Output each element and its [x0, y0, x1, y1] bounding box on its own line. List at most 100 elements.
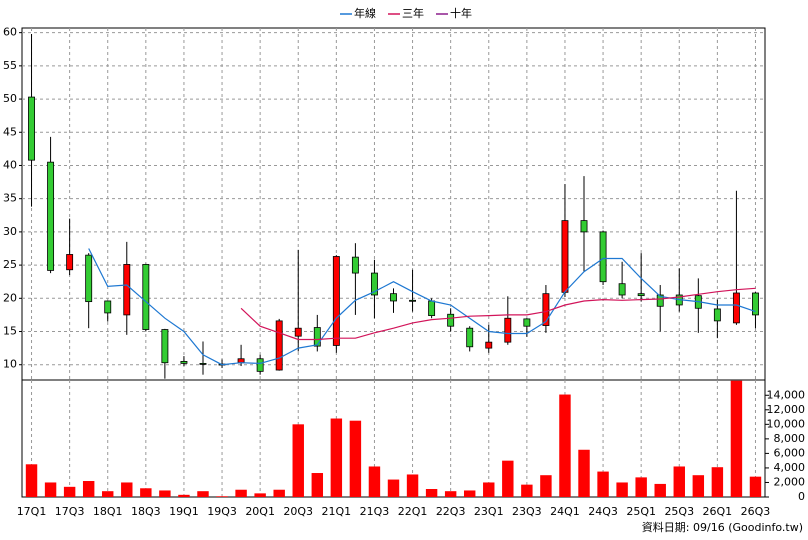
y-tick-label: 55 — [3, 59, 17, 72]
y-tick-label: 50 — [3, 92, 17, 105]
y2-tick-label: 4,000 — [774, 461, 806, 474]
candle-body — [371, 272, 378, 296]
candle-body — [66, 254, 74, 271]
volume-bar — [159, 490, 171, 497]
y2-tick-label: 0 — [798, 490, 805, 503]
volume-bar — [616, 482, 628, 497]
x-tick-label: 22Q3 — [436, 505, 466, 518]
x-tick-label: 19Q3 — [207, 505, 237, 518]
legend-label: 年線 — [354, 6, 376, 20]
x-tick-label: 26Q3 — [741, 505, 771, 518]
candle-body — [447, 313, 455, 327]
x-tick-label: 22Q1 — [398, 505, 428, 518]
volume-bar — [235, 489, 247, 497]
x-tick-label: 18Q1 — [93, 505, 123, 518]
candle-body — [256, 358, 264, 372]
legend-label: 三年 — [402, 6, 424, 20]
y-tick-label: 20 — [3, 291, 17, 304]
y2-tick-label: 6,000 — [774, 446, 806, 459]
candle-body — [28, 96, 35, 161]
volume-bar — [44, 482, 57, 497]
volume-bar — [82, 481, 95, 497]
ma-line — [240, 287, 756, 341]
x-tick-label: 18Q3 — [131, 505, 161, 518]
volume-bar — [368, 466, 381, 497]
volume-bar — [349, 420, 362, 497]
candle-body — [752, 292, 759, 316]
volume-bar — [540, 475, 552, 497]
volume-bar — [273, 489, 285, 497]
volume-bar — [711, 467, 724, 497]
candle-body — [199, 362, 207, 365]
y2-tick-label: 2,000 — [774, 475, 806, 488]
volume-bar — [178, 494, 190, 497]
volume-bar — [692, 475, 705, 497]
volume-bar — [444, 491, 457, 497]
volume-bar — [521, 484, 533, 497]
candle-body — [637, 293, 645, 297]
x-tick-label: 24Q3 — [588, 505, 618, 518]
candle-body — [580, 220, 588, 233]
candle-body — [466, 327, 474, 348]
volume-bar — [749, 476, 762, 497]
volume-bar — [292, 424, 304, 497]
volume-bar — [673, 466, 685, 497]
x-tick-label: 20Q1 — [245, 505, 275, 518]
volume-bar — [102, 491, 114, 497]
candle-body — [85, 254, 93, 303]
volume-bar — [654, 483, 666, 497]
candle-body — [561, 220, 569, 293]
candle-body — [504, 317, 512, 343]
volume-bar — [597, 471, 609, 497]
x-tick-label: 23Q3 — [512, 505, 542, 518]
candle-body — [542, 293, 550, 326]
volume-bar — [730, 380, 743, 497]
volume-bar — [387, 479, 400, 497]
x-tick-label: 24Q1 — [550, 505, 580, 518]
y-tick-label: 60 — [3, 26, 17, 39]
x-tick-label: 20Q3 — [283, 505, 313, 518]
candle-body — [47, 161, 55, 271]
candle-body — [180, 361, 188, 364]
y2-tick-label: 10,000 — [767, 417, 806, 430]
volume-bar — [425, 489, 438, 497]
candle-body — [409, 299, 416, 302]
volume-panel — [21, 379, 766, 498]
x-tick-label: 25Q3 — [664, 505, 694, 518]
candle-body — [294, 327, 302, 337]
candle-body — [313, 327, 321, 347]
candle-body — [618, 283, 626, 296]
y-tick-label: 25 — [3, 258, 17, 271]
x-tick-label: 19Q1 — [169, 505, 199, 518]
volume-bar — [311, 473, 324, 497]
y-tick-label: 30 — [3, 225, 17, 238]
volume-bar — [25, 464, 38, 497]
volume-bar — [63, 486, 76, 497]
price-panel — [21, 27, 766, 381]
x-tick-label: 26Q1 — [703, 505, 733, 518]
candle-body — [599, 231, 607, 283]
candle-body — [332, 256, 340, 346]
volume-bar — [121, 482, 133, 497]
y-tick-label: 15 — [3, 325, 17, 338]
x-tick-label: 17Q1 — [17, 505, 47, 518]
volume-bar — [216, 496, 228, 497]
volume-bar — [578, 449, 590, 497]
volume-bar — [197, 491, 209, 497]
source: 資料日期: 09/16 (Goodinfo.tw) — [642, 520, 803, 534]
x-tick-label: 23Q1 — [474, 505, 504, 518]
volume-bar — [483, 482, 495, 497]
y-tick-label: 40 — [3, 158, 17, 171]
y-tick-label: 45 — [3, 125, 17, 138]
y2-tick-label: 14,000 — [767, 388, 806, 401]
candle-body — [523, 318, 531, 327]
candle-body — [123, 264, 131, 316]
volume-bar — [254, 493, 266, 497]
volume-bar — [330, 418, 343, 497]
volume-bar — [635, 477, 647, 497]
y2-tick-label: 12,000 — [767, 403, 806, 416]
volume-bar — [559, 394, 571, 497]
x-tick-label: 21Q1 — [322, 505, 352, 518]
ma-line — [88, 248, 756, 366]
